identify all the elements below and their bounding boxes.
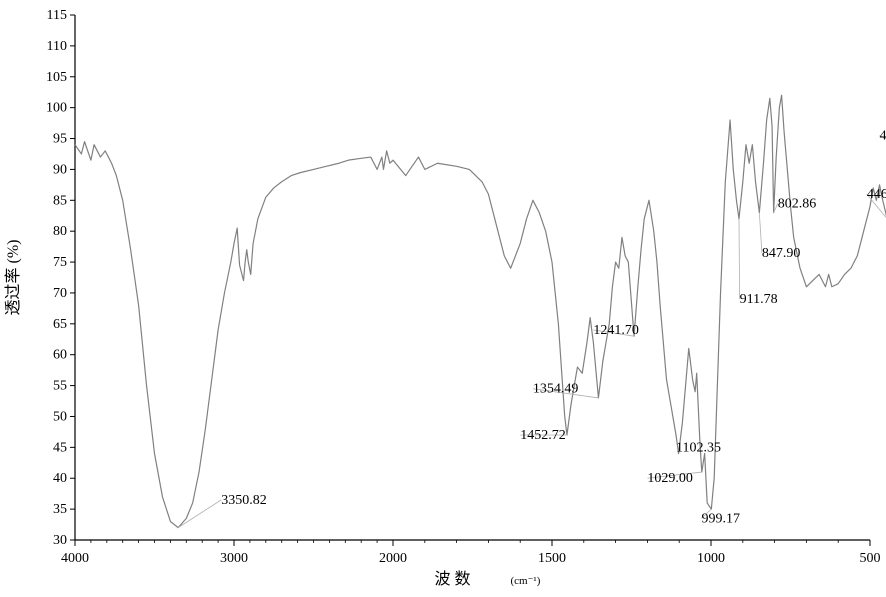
y-tick-label: 105 — [46, 70, 67, 85]
y-tick-label: 85 — [53, 193, 67, 208]
peak-label: 1102.35 — [676, 440, 721, 455]
y-tick-label: 55 — [53, 379, 67, 394]
y-tick-label: 80 — [53, 224, 67, 239]
x-tick-label: 4000 — [61, 551, 89, 566]
peak-label: 1241.70 — [593, 323, 639, 338]
peak-label: 999.17 — [701, 511, 740, 526]
y-tick-label: 60 — [53, 348, 67, 363]
y-tick-label: 115 — [47, 8, 67, 23]
x-tick-label: 500 — [860, 551, 881, 566]
y-tick-label: 30 — [53, 533, 67, 548]
ir-spectrum-chart: 30 35 40 45 50 55 60 65 70 75 80 85 90 95 100 105 110 115… — [0, 0, 886, 597]
peak-label: 911.78 — [740, 292, 778, 307]
x-axis-label: 波 数 — [434, 570, 470, 588]
peak-label: 1354.49 — [533, 382, 579, 397]
x-axis-unit: (cm⁻¹) — [511, 575, 541, 587]
y-tick-label: 65 — [53, 317, 67, 332]
y-tick-label: 50 — [53, 409, 67, 424]
y-tick-label: 100 — [46, 101, 67, 116]
y-tick-label: 70 — [53, 286, 67, 301]
peak-label: 802.86 — [778, 196, 817, 211]
y-axis-label: 透过率 (%) — [4, 240, 22, 316]
peak-label: 410.13 — [880, 128, 886, 143]
y-tick-label: 75 — [53, 255, 67, 270]
y-tick-label: 35 — [53, 502, 67, 517]
x-tick-label: 3000 — [220, 551, 248, 566]
peak-label: 446.26 — [867, 187, 886, 202]
x-tick-label: 1000 — [697, 551, 725, 566]
y-tick-label: 95 — [53, 132, 67, 147]
x-tick-label: 2000 — [379, 551, 407, 566]
y-tick-label: 45 — [53, 440, 67, 455]
peak-label: 3350.82 — [221, 493, 267, 508]
y-tick-label: 110 — [47, 39, 67, 54]
x-tick-label: 1500 — [538, 551, 566, 566]
peak-label: 1452.72 — [520, 428, 566, 443]
peak-label: 1029.00 — [647, 471, 693, 486]
peak-label: 847.90 — [762, 246, 801, 261]
y-tick-label: 90 — [53, 162, 67, 177]
y-tick-label: 40 — [53, 471, 67, 486]
